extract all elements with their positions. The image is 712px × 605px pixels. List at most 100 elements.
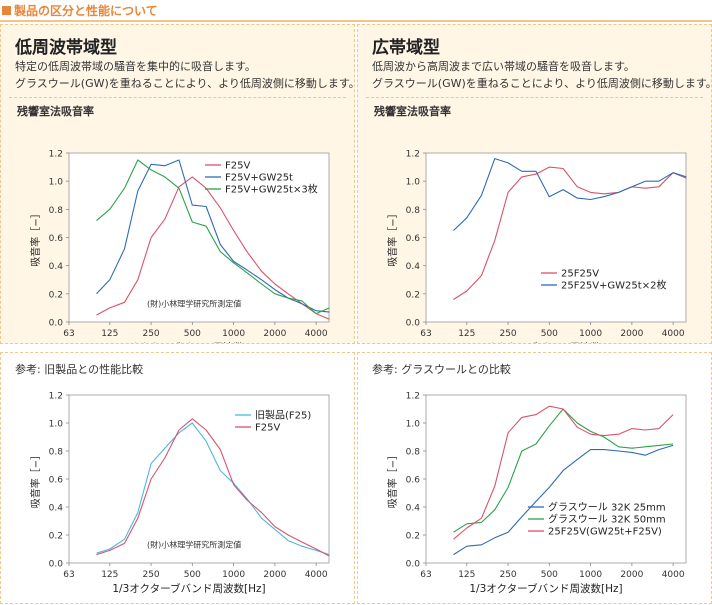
chart-svg: 0.0 0.2 0.4 0.6 0.8 1.0 1.2 63 125 250 500 1000 2000… [386, 392, 687, 595]
x-tick-label: 2000 [263, 570, 286, 580]
y-tick-label: 0.4 [406, 504, 421, 514]
y-tick-label: 1.0 [406, 420, 421, 430]
legend-label: F25V [225, 161, 250, 172]
x-tick-label: 125 [101, 570, 118, 580]
chart-broadband: 0.0 0.2 0.4 0.6 0.8 1.0 1.2 63 125 250 500 1000 2000… [358, 115, 712, 343]
y-tick-label: 0.4 [49, 262, 64, 272]
y-tick-label: 0.8 [49, 448, 64, 458]
reference-title: 参考: グラスウールとの比較 [372, 363, 511, 376]
y-tick-label: 1.2 [49, 392, 63, 402]
reference-title: 参考: 旧製品との性能比較 [15, 363, 144, 376]
plot-frame [68, 152, 330, 323]
x-tick-label: 250 [142, 570, 159, 580]
x-tick-label: 500 [541, 329, 558, 339]
y-tick-label: 0.8 [406, 206, 421, 216]
y-tick-label: 0.2 [406, 532, 420, 542]
chart-title: 残響室法吸音率 [374, 105, 451, 118]
series-line [453, 444, 674, 556]
series-line [96, 176, 330, 320]
x-tick-label: 2000 [263, 329, 286, 339]
measurement-note: (財)小林理学研究所測定値 [147, 540, 241, 550]
panel-glass-wool-comparison: 参考: グラスウールとの比較 0.0 0.2 0.4 0.6 0.8 1.0 1.2 63 12… [357, 352, 712, 604]
x-tick-label: 500 [184, 570, 201, 580]
y-tick-label: 0.0 [406, 319, 421, 329]
chart-old-product: 0.0 0.2 0.4 0.6 0.8 1.0 1.2 63 125 250 500 1000 2000… [1, 377, 356, 605]
y-tick-label: 0.0 [406, 560, 421, 570]
y-tick-label: 1.2 [406, 150, 420, 160]
chart-title: 残響室法吸音率 [17, 105, 94, 118]
legend-label: 25F25V(GW25t+F25V) [548, 527, 662, 538]
series-line [96, 422, 330, 556]
legend-label: F25V [255, 423, 280, 434]
y-axis-label: 吸音率［−］ [386, 208, 399, 266]
y-tick-label: 0.0 [49, 319, 64, 329]
y-tick-label: 1.0 [49, 178, 64, 188]
x-axis-label: 1/3オクターブバンド周波数[Hz] [112, 341, 265, 343]
x-tick-label: 63 [63, 570, 74, 580]
y-tick-label: 0.2 [49, 532, 63, 542]
x-tick-label: 4000 [662, 570, 685, 580]
legend-label: グラスウール 32K 25mm [548, 501, 666, 514]
y-tick-label: 0.6 [49, 476, 64, 486]
panel-divider [9, 97, 346, 98]
y-axis-label: 吸音率［−］ [386, 450, 399, 508]
x-tick-label: 4000 [662, 329, 685, 339]
series-line [453, 158, 687, 231]
panel-desc-line2: グラスウール(GW)を重ねることにより、より低周波側に移動します。 [15, 77, 360, 90]
panel-desc-line2: グラスウール(GW)を重ねることにより、より低周波側に移動します。 [372, 77, 712, 90]
x-axis-label: 1/3オクターブバンド周波数[Hz] [112, 582, 265, 595]
x-tick-label: 1000 [579, 329, 602, 339]
chart-glass-wool: 0.0 0.2 0.4 0.6 0.8 1.0 1.2 63 125 250 500 1000 2000… [358, 377, 712, 605]
legend-label: F25V+GW25t [225, 173, 293, 184]
x-tick-label: 1000 [222, 329, 245, 339]
y-tick-label: 0.6 [406, 234, 421, 244]
plot-frame [68, 394, 330, 564]
chart-low-frequency: 0.0 0.2 0.4 0.6 0.8 1.0 1.2 63 125 250 500 1000 2000… [1, 115, 356, 343]
panel-title: 低周波帯域型 [15, 38, 117, 58]
measurement-note: (財)小林理学研究所測定値 [147, 299, 241, 309]
panel-broadband: 広帯域型 低周波から高周波まで広い帯域の騒音を吸音します。 グラスウール(GW)… [357, 24, 712, 344]
y-tick-label: 0.6 [406, 476, 421, 486]
y-axis-label: 吸音率［−］ [29, 450, 42, 508]
x-axis-label: 1/3オクターブバンド周波数[Hz] [469, 582, 622, 595]
panel-divider [366, 97, 703, 98]
x-tick-label: 1000 [222, 570, 245, 580]
x-tick-label: 250 [142, 329, 159, 339]
legend-label: 旧製品(F25) [255, 409, 311, 422]
legend-label: グラスウール 32K 50mm [548, 513, 666, 526]
y-tick-label: 0.4 [49, 504, 64, 514]
x-tick-label: 2000 [620, 570, 643, 580]
x-tick-label: 4000 [305, 329, 328, 339]
x-tick-label: 63 [420, 570, 431, 580]
panel-old-product-comparison: 参考: 旧製品との性能比較 0.0 0.2 0.4 0.6 0.8 1.0 1.2 63 125… [0, 352, 355, 604]
x-tick-label: 125 [101, 329, 118, 339]
panel-title: 広帯域型 [372, 38, 440, 58]
y-tick-label: 1.0 [49, 420, 64, 430]
panel-low-frequency: 低周波帯域型 特定の低周波帯域の騒音を集中的に吸音します。 グラスウール(GW)… [0, 24, 360, 344]
y-tick-label: 0.4 [406, 262, 421, 272]
x-tick-label: 250 [499, 570, 516, 580]
x-tick-label: 63 [63, 329, 74, 339]
legend-label: F25V+GW25t×3枚 [225, 183, 318, 196]
x-tick-label: 125 [458, 570, 475, 580]
y-tick-label: 0.0 [49, 560, 64, 570]
x-tick-label: 4000 [305, 570, 328, 580]
series-line [453, 166, 687, 300]
panel-desc-line1: 特定の低周波帯域の騒音を集中的に吸音します。 [15, 60, 256, 73]
y-tick-label: 0.2 [49, 290, 63, 300]
x-tick-label: 500 [541, 570, 558, 580]
y-tick-label: 1.0 [406, 178, 421, 188]
y-axis-label: 吸音率［−］ [29, 208, 42, 266]
orange-square-icon [2, 5, 11, 15]
y-tick-label: 1.2 [49, 150, 63, 160]
x-tick-label: 2000 [620, 329, 643, 339]
legend-label: 25F25V+GW25t×2枚 [561, 279, 666, 292]
x-tick-label: 125 [458, 329, 475, 339]
section-header: 製品の区分と性能について [2, 1, 158, 19]
legend-label: 25F25V [561, 269, 599, 280]
y-tick-label: 0.8 [406, 448, 421, 458]
series-line [96, 159, 330, 315]
y-tick-label: 0.6 [49, 234, 64, 244]
y-tick-label: 0.8 [49, 206, 64, 216]
x-tick-label: 1000 [579, 570, 602, 580]
